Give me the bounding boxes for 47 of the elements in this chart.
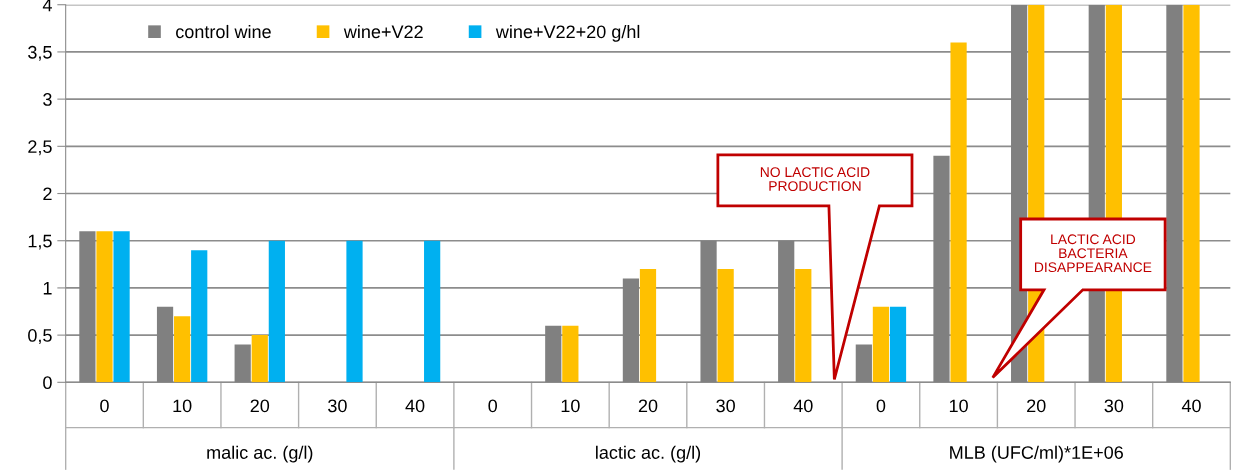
bar	[251, 335, 268, 383]
x-tick-label: 40	[793, 399, 813, 413]
y-tick-label: 3,5	[28, 45, 52, 61]
bar	[174, 316, 191, 383]
annotation: NO LACTIC ACID PRODUCTION	[760, 167, 870, 192]
bar	[872, 306, 890, 383]
bar	[639, 269, 657, 383]
x-tick-label: 30	[716, 399, 735, 413]
bar	[346, 240, 363, 383]
bar	[113, 231, 130, 383]
y-tick-label: 1	[43, 282, 52, 295]
text: malic ac. (g/l)	[207, 445, 313, 463]
bar	[950, 42, 967, 383]
x-tick-label: 30	[1104, 399, 1124, 413]
text: MLB (UFC/ml)*1E+06	[950, 445, 1123, 463]
x-tick-label: 20	[638, 399, 658, 413]
y-tick-label: 1,5	[28, 234, 52, 250]
legend-label: control wine	[176, 24, 271, 39]
x-tick-label: 30	[328, 399, 347, 413]
bar	[795, 269, 812, 383]
bar	[889, 306, 907, 383]
legend-label: wine+V22+20 g/hl	[495, 24, 640, 42]
x-tick-label: 10	[561, 399, 580, 413]
x-tick-label: 20	[250, 399, 270, 413]
y-tick-label: 0,5	[28, 329, 52, 344]
x-tick-label: 20	[1027, 399, 1046, 413]
x-tick-label: 40	[1181, 399, 1201, 413]
legend-label: wine+V22	[343, 24, 423, 39]
x-tick-label: 0	[488, 399, 498, 413]
x-tick-label: 10	[949, 399, 968, 413]
y-tick-label: 2,5	[28, 140, 52, 156]
bar	[1183, 4, 1200, 383]
text: lactic ac. (g/l)	[596, 445, 701, 463]
bar	[96, 231, 113, 383]
y-tick-label: 0	[43, 376, 52, 390]
y-tick-label: 3	[43, 93, 52, 106]
bar	[191, 250, 208, 383]
x-tick-label: 0	[876, 399, 886, 413]
annotation: LACTIC ACID BACTERIA DISAPPEARANCE	[1034, 234, 1152, 273]
x-tick-label: 10	[173, 399, 192, 413]
bar	[717, 269, 734, 383]
y-tick-label: 2	[43, 187, 52, 201]
bar	[268, 240, 285, 383]
x-tick-label: 40	[405, 399, 425, 413]
bar	[424, 240, 441, 383]
bar	[562, 325, 579, 383]
x-tick-label: 0	[100, 399, 109, 413]
